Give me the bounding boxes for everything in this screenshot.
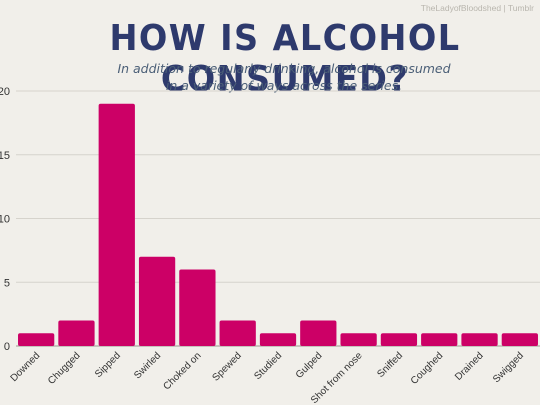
x-tick-label: Sipped: [93, 350, 123, 380]
subtitle-line-1: In addition to regularly drinking, alcoh…: [117, 61, 451, 76]
credit-text: TheLadyofBloodshed | Tumblr: [420, 3, 534, 13]
y-tick-label: 5: [4, 277, 10, 289]
x-tick-label: Coughed: [409, 350, 445, 386]
bar-sipped: [98, 103, 135, 346]
bar-shot-from-nose: [340, 333, 377, 346]
y-tick-label: 10: [0, 214, 10, 226]
y-axis-ticks: 0 5 10 15 20: [0, 86, 10, 353]
x-tick-label: Downed: [9, 350, 43, 384]
x-tick-label: Gulped: [294, 350, 325, 381]
chart-subtitle: In addition to regularly drinking, alcoh…: [84, 60, 484, 94]
gridlines: [16, 90, 540, 347]
x-tick-label: Sniffed: [375, 350, 405, 380]
bar-downed: [18, 333, 55, 346]
y-tick-label: 15: [0, 150, 10, 162]
x-tick-label: Drained: [453, 350, 486, 383]
y-tick-label: 0: [4, 341, 10, 353]
x-tick-label: Studied: [252, 350, 284, 382]
bar-spewed: [219, 320, 256, 346]
bar-choked-on: [179, 269, 216, 346]
bar-studied: [259, 333, 297, 346]
x-tick-label: Swirled: [132, 350, 163, 381]
bar-swirled: [138, 256, 176, 346]
chart-title: HOW IS ALCOHOL CONSUMED?: [109, 18, 461, 100]
y-tick-label: 20: [0, 86, 10, 98]
x-tick-label: Chugged: [46, 350, 82, 386]
x-tick-label: Choked on: [162, 350, 204, 392]
bar-chugged: [58, 320, 95, 346]
bar-sniffed: [380, 333, 418, 346]
bar-gulped: [300, 320, 337, 346]
bar-drained: [461, 333, 498, 346]
x-tick-label: Swigged: [491, 350, 526, 385]
bars: [18, 103, 538, 346]
x-tick-label: Spewed: [210, 350, 243, 383]
bar-coughed: [421, 333, 458, 346]
subtitle-line-2: in a variety of ways across the series.: [165, 78, 403, 93]
bar-swigged: [501, 333, 538, 346]
